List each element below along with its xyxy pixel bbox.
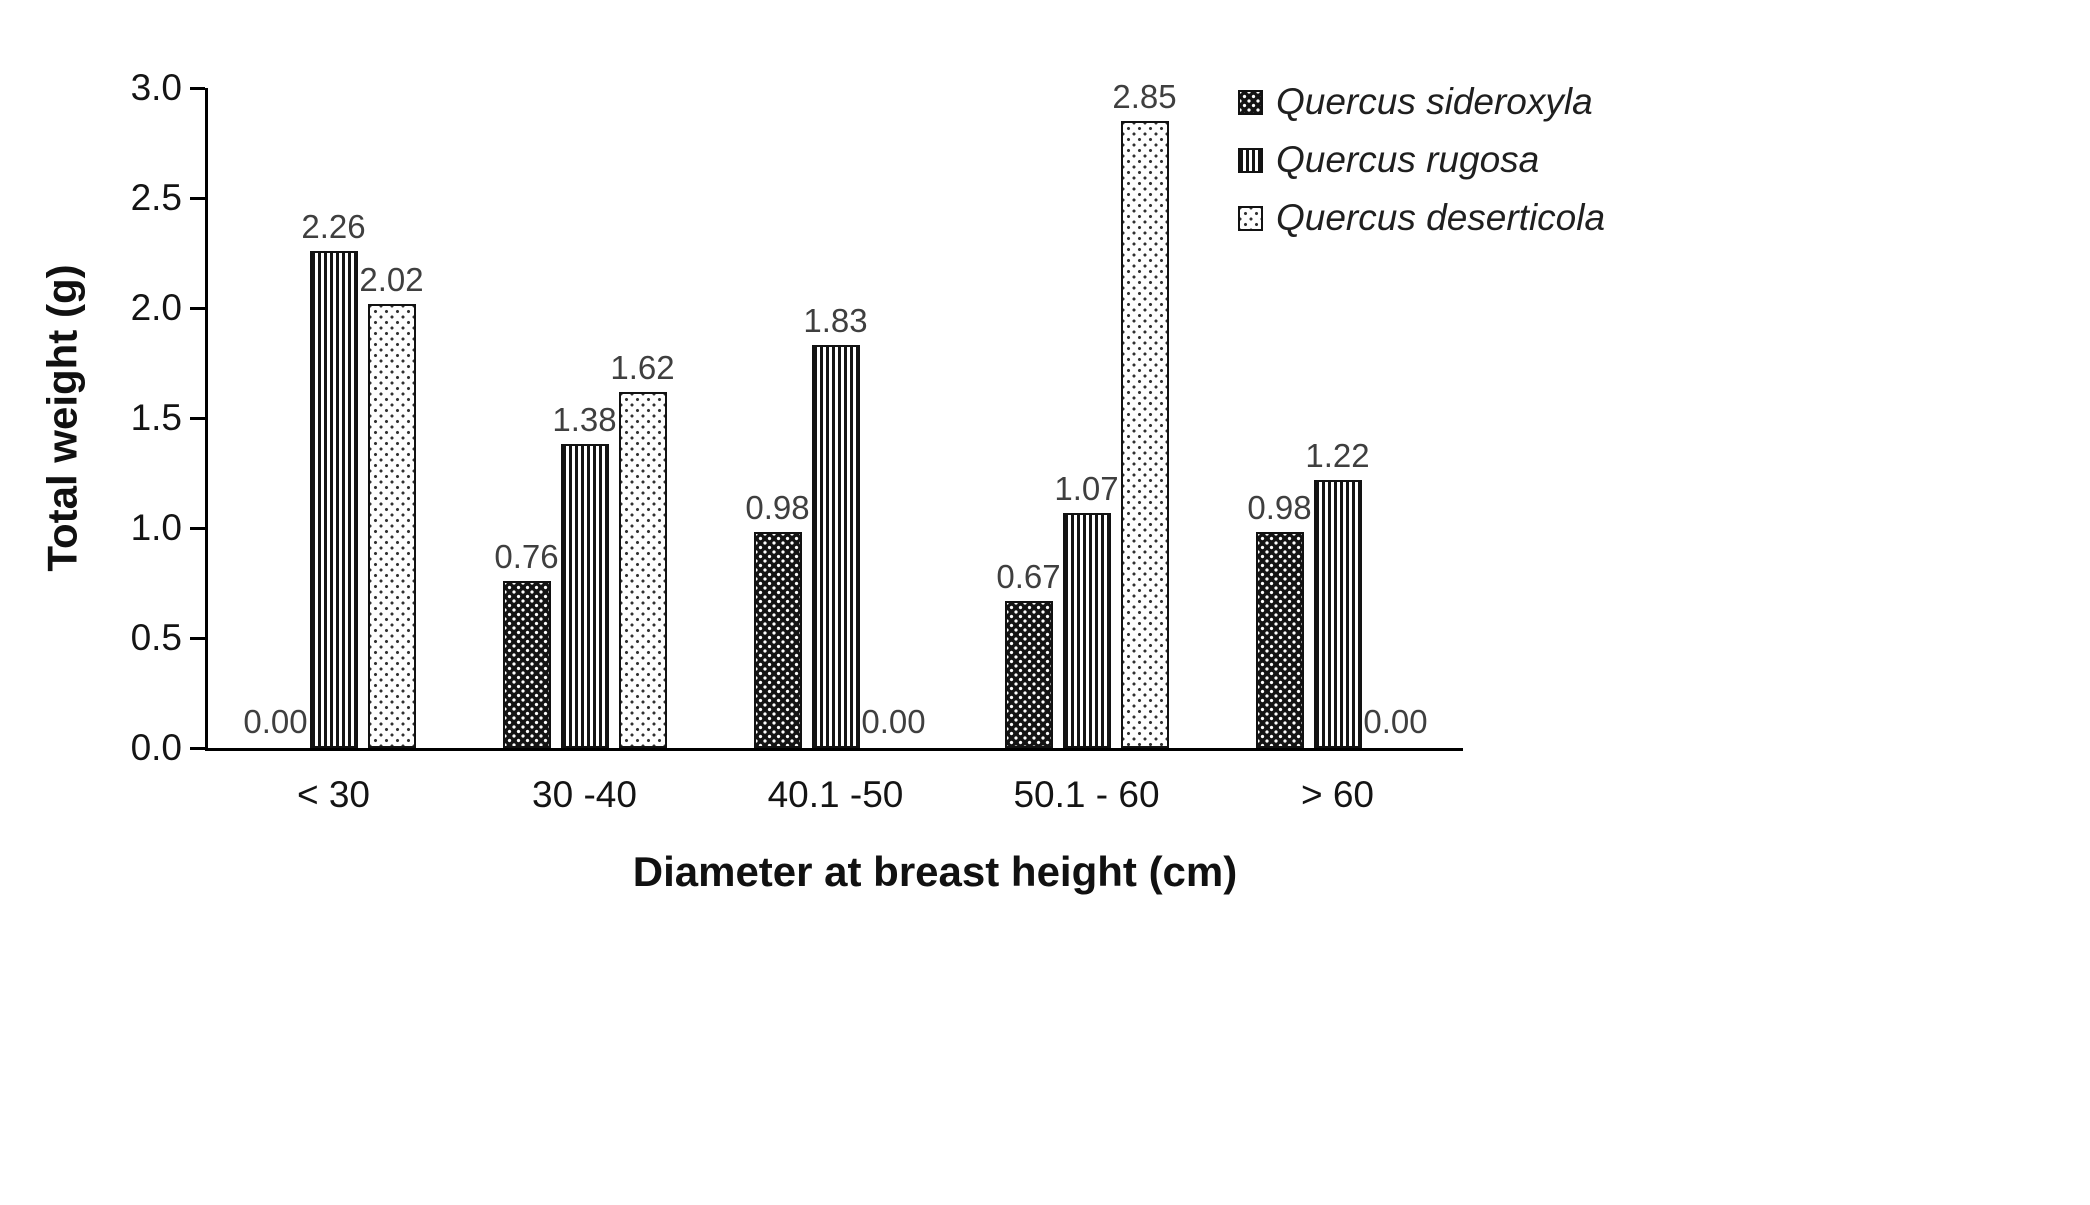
y-axis-tick xyxy=(190,636,205,640)
category-label: < 30 xyxy=(296,774,371,815)
legend-label-quercus-rugosa: Quercus rugosa xyxy=(1276,139,1540,180)
plot-area: 0.0 0.5 1.0 1.5 2.0 2.5 3.0 0.00 2.26 2.02 < 30 0.7… xyxy=(131,69,1463,816)
value-label: 0.67 xyxy=(996,557,1061,595)
bar-cluster: 0.98 1.83 0.00 xyxy=(710,88,961,748)
y-axis-tick xyxy=(190,306,205,310)
category-group: 0.76 1.38 1.62 30 -40 xyxy=(459,88,710,815)
bar-cluster: 0.00 2.26 2.02 xyxy=(208,88,459,748)
bar-quercus-rugosa: 1.38 xyxy=(552,403,617,748)
y-axis-tick-label: 2.0 xyxy=(130,287,182,329)
legend-item: Quercus deserticola xyxy=(1238,198,1605,238)
y-axis-tick-label: 3.0 xyxy=(130,67,182,108)
value-label: 2.85 xyxy=(1112,78,1177,115)
category-label: 40.1 -50 xyxy=(767,774,904,815)
legend-swatch-quercus-rugosa xyxy=(1238,147,1263,173)
value-label: 0.00 xyxy=(861,703,926,740)
y-axis-tick xyxy=(190,86,205,90)
legend-label-quercus-sideroxyla: Quercus sideroxyla xyxy=(1276,81,1593,122)
bar-cluster: 0.98 1.22 0.00 xyxy=(1212,88,1463,748)
value-label: 2.26 xyxy=(301,207,366,245)
category-group: 0.98 1.22 0.00 > 60 xyxy=(1212,88,1463,815)
y-axis-tick-label: 1.0 xyxy=(130,507,182,549)
x-axis-title: Diameter at breast height (cm) xyxy=(632,848,1238,895)
legend: Quercus sideroxyla Quercus rugosa Quercus … xyxy=(1238,82,1605,256)
y-axis-tick-label: 0.5 xyxy=(130,617,182,659)
value-label: 0.98 xyxy=(1247,489,1312,527)
bar-quercus-rugosa: 1.07 xyxy=(1054,471,1119,748)
bar-quercus-deserticola: 2.85 xyxy=(1112,80,1177,748)
bar-cluster: 0.76 1.38 1.62 xyxy=(459,88,710,748)
category-group: 0.67 1.07 2.85 50.1 - 60 xyxy=(961,80,1212,816)
y-axis-tick-label: 1.5 xyxy=(130,397,182,438)
value-label: 0.98 xyxy=(745,489,810,527)
bar-quercus-sideroxyla: 0.76 xyxy=(494,539,559,748)
category-label: 30 -40 xyxy=(532,774,637,815)
value-label: 1.83 xyxy=(803,302,868,340)
y-axis-tick xyxy=(190,526,205,530)
legend-item: Quercus rugosa xyxy=(1238,140,1605,180)
bar-quercus-deserticola: 1.62 xyxy=(610,350,675,748)
y-axis-title: Total weight (g) xyxy=(39,264,87,572)
value-label: 0.00 xyxy=(1363,703,1428,740)
y-axis-tick xyxy=(190,746,205,750)
legend-swatch-quercus-sideroxyla xyxy=(1238,89,1263,115)
bar-quercus-rugosa: 1.22 xyxy=(1305,438,1370,748)
y-axis-tick xyxy=(190,416,205,420)
value-label: 1.38 xyxy=(552,401,617,439)
legend-swatch-quercus-deserticola xyxy=(1238,205,1263,231)
y-axis-tick-label: 2.5 xyxy=(130,177,182,218)
y-axis-tick xyxy=(190,196,205,200)
value-label: 1.22 xyxy=(1305,436,1370,474)
bar-quercus-sideroxyla: 0.98 xyxy=(745,491,810,748)
bar-cluster: 0.67 1.07 2.85 xyxy=(961,80,1212,748)
y-axis-title-container: Total weight (g) xyxy=(18,88,108,748)
legend-label-quercus-deserticola: Quercus deserticola xyxy=(1276,197,1606,238)
legend-item: Quercus sideroxyla xyxy=(1238,82,1605,122)
category-group: 0.98 1.83 0.00 40.1 -50 xyxy=(710,88,961,815)
category-group: 0.00 2.26 2.02 < 30 xyxy=(208,88,459,815)
category-label: > 60 xyxy=(1300,774,1375,815)
value-label: 2.02 xyxy=(359,260,424,298)
value-label: 0.00 xyxy=(243,703,308,740)
bar-quercus-sideroxyla: 0.67 xyxy=(996,559,1061,748)
bar-quercus-rugosa: 2.26 xyxy=(301,209,366,748)
value-label: 1.07 xyxy=(1054,469,1119,507)
category-label: 50.1 - 60 xyxy=(1013,774,1160,815)
bar-quercus-rugosa: 1.83 xyxy=(803,304,868,748)
y-axis-tick-label: 0.0 xyxy=(130,727,182,768)
value-label: 1.62 xyxy=(610,348,675,386)
bar-quercus-deserticola: 2.02 xyxy=(359,262,424,748)
value-label: 0.76 xyxy=(494,537,559,575)
bar-quercus-sideroxyla: 0.98 xyxy=(1247,491,1312,748)
